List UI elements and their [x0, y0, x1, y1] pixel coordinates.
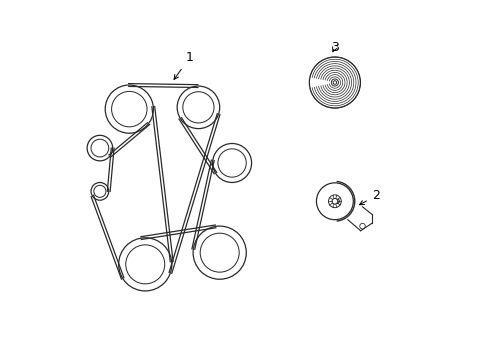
Text: 2: 2: [359, 189, 379, 205]
Text: 3: 3: [330, 41, 338, 54]
Text: 1: 1: [174, 51, 193, 80]
